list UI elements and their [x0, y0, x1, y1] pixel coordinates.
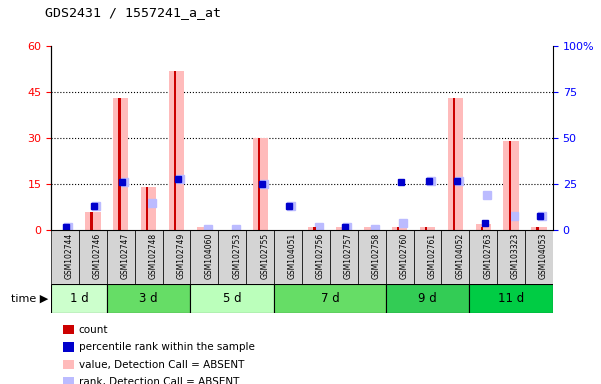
- Bar: [413, 230, 441, 284]
- Bar: [141, 187, 156, 230]
- Bar: [252, 138, 268, 230]
- Bar: [118, 98, 121, 230]
- Bar: [63, 360, 74, 369]
- Bar: [274, 284, 386, 313]
- Text: GSM103323: GSM103323: [511, 233, 520, 279]
- Bar: [246, 230, 274, 284]
- Text: GSM102755: GSM102755: [260, 233, 269, 279]
- Bar: [330, 230, 358, 284]
- Bar: [469, 284, 553, 313]
- Text: 7 d: 7 d: [320, 292, 339, 305]
- Bar: [191, 284, 274, 313]
- Bar: [163, 230, 191, 284]
- Text: GSM102756: GSM102756: [316, 233, 325, 279]
- Text: time ▶: time ▶: [11, 293, 48, 304]
- Text: GSM102757: GSM102757: [344, 233, 353, 279]
- Text: GSM104052: GSM104052: [456, 233, 465, 279]
- Text: GSM102753: GSM102753: [233, 233, 242, 279]
- Bar: [314, 227, 316, 230]
- Bar: [392, 227, 407, 230]
- Bar: [364, 227, 379, 230]
- Bar: [63, 377, 74, 384]
- Bar: [425, 227, 427, 230]
- Text: 9 d: 9 d: [418, 292, 437, 305]
- Bar: [218, 230, 246, 284]
- Text: GSM104051: GSM104051: [288, 233, 297, 279]
- Bar: [107, 284, 191, 313]
- Text: percentile rank within the sample: percentile rank within the sample: [79, 343, 255, 353]
- Text: 5 d: 5 d: [223, 292, 242, 305]
- Bar: [258, 138, 260, 230]
- Bar: [174, 71, 176, 230]
- Bar: [302, 230, 330, 284]
- Text: GSM104053: GSM104053: [539, 233, 548, 280]
- Bar: [504, 141, 519, 230]
- Text: GSM102749: GSM102749: [177, 233, 186, 279]
- Bar: [475, 224, 491, 230]
- Text: GSM102761: GSM102761: [427, 233, 436, 279]
- Bar: [191, 230, 218, 284]
- Bar: [448, 98, 463, 230]
- Bar: [397, 227, 399, 230]
- Bar: [336, 227, 352, 230]
- Bar: [441, 230, 469, 284]
- Bar: [79, 230, 107, 284]
- Bar: [497, 230, 525, 284]
- Text: GSM102748: GSM102748: [148, 233, 157, 279]
- Text: GSM102747: GSM102747: [121, 233, 130, 279]
- Bar: [51, 284, 107, 313]
- Text: GDS2431 / 1557241_a_at: GDS2431 / 1557241_a_at: [45, 6, 221, 19]
- Text: GSM102760: GSM102760: [400, 233, 409, 279]
- Text: 3 d: 3 d: [139, 292, 158, 305]
- Bar: [419, 227, 435, 230]
- Text: count: count: [79, 325, 108, 335]
- Bar: [85, 212, 100, 230]
- Bar: [469, 230, 497, 284]
- Text: value, Detection Call = ABSENT: value, Detection Call = ABSENT: [79, 360, 244, 370]
- Bar: [146, 187, 148, 230]
- Bar: [481, 227, 483, 230]
- Bar: [107, 230, 135, 284]
- Bar: [386, 284, 469, 313]
- Bar: [135, 230, 163, 284]
- Text: rank, Detection Call = ABSENT: rank, Detection Call = ABSENT: [79, 377, 239, 384]
- Bar: [453, 98, 455, 230]
- Text: GSM104060: GSM104060: [204, 233, 213, 280]
- Text: GSM102744: GSM102744: [65, 233, 74, 279]
- Bar: [537, 227, 538, 230]
- Bar: [169, 71, 185, 230]
- Text: GSM102758: GSM102758: [371, 233, 380, 279]
- Bar: [51, 230, 79, 284]
- Bar: [197, 227, 212, 230]
- Bar: [386, 230, 413, 284]
- Bar: [90, 212, 93, 230]
- Bar: [274, 230, 302, 284]
- Bar: [508, 141, 511, 230]
- Text: GSM102763: GSM102763: [483, 233, 492, 279]
- Bar: [525, 230, 553, 284]
- Text: 1 d: 1 d: [70, 292, 88, 305]
- Bar: [63, 325, 74, 334]
- Bar: [358, 230, 386, 284]
- Bar: [531, 227, 547, 230]
- Bar: [113, 98, 129, 230]
- Text: 11 d: 11 d: [498, 292, 524, 305]
- Bar: [63, 343, 74, 352]
- Bar: [308, 227, 323, 230]
- Text: GSM102746: GSM102746: [93, 233, 102, 279]
- Bar: [63, 227, 65, 230]
